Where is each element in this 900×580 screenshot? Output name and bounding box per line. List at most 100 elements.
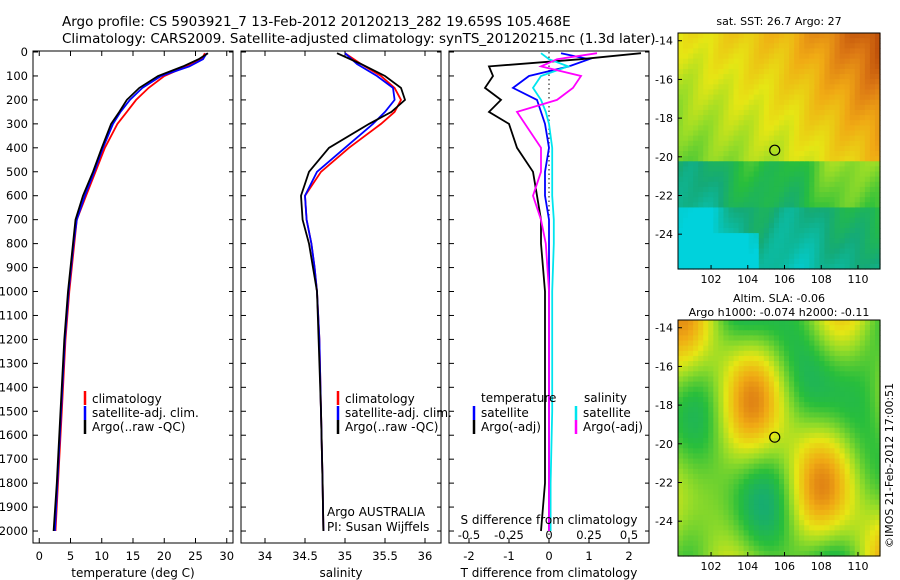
map-cell <box>824 135 831 142</box>
map-cell <box>703 79 709 85</box>
map-cell <box>748 489 755 496</box>
map-cell <box>859 355 866 362</box>
map-cell <box>698 99 704 106</box>
map-cell <box>834 504 841 511</box>
map-cell <box>839 94 846 101</box>
x-tick-label: 30 <box>219 549 234 563</box>
map-cell <box>874 186 881 193</box>
map-cell <box>748 355 755 362</box>
map-cell <box>683 525 689 531</box>
map-cell <box>799 120 805 126</box>
map-cell <box>819 125 826 132</box>
map-cell <box>864 109 871 116</box>
map-cell <box>713 243 719 250</box>
map-cell <box>733 520 740 526</box>
map-cell <box>864 140 871 147</box>
map-cell <box>874 43 881 49</box>
map-cell <box>753 238 760 244</box>
map-cell <box>768 504 775 511</box>
map-cell <box>763 468 770 475</box>
map-cell <box>713 443 719 449</box>
map-cell <box>678 371 684 378</box>
map-cell <box>854 386 861 393</box>
map-cell <box>864 94 871 101</box>
map-cell <box>839 89 846 96</box>
map-cell <box>738 125 745 132</box>
map-cell <box>753 227 760 234</box>
map-cell <box>854 463 861 470</box>
map-cell <box>829 391 836 398</box>
map-cell <box>859 381 866 388</box>
map-cell <box>809 479 815 485</box>
map-cell <box>809 417 815 424</box>
map-cell <box>683 202 689 209</box>
map-cell <box>688 417 694 424</box>
map-cell <box>814 330 820 336</box>
map-cell <box>819 120 826 126</box>
map-cell <box>768 186 775 193</box>
map-cell <box>728 550 735 557</box>
map-cell <box>824 94 831 101</box>
map-cell <box>864 197 871 203</box>
map-cell <box>718 350 725 357</box>
map-cell <box>728 525 735 531</box>
map-cell <box>768 427 775 434</box>
map-cell <box>849 197 856 203</box>
map-cell <box>728 422 735 429</box>
map-cell <box>693 550 699 557</box>
map-cell <box>799 109 805 116</box>
map-cell <box>864 361 871 367</box>
map-cell <box>773 233 780 239</box>
map-cell <box>768 115 775 121</box>
map-cell <box>728 125 735 132</box>
map-cell <box>688 376 694 383</box>
map-cell <box>763 350 770 357</box>
map-cell <box>753 258 760 265</box>
map-cell <box>768 243 775 250</box>
map-cell <box>849 412 856 419</box>
y-tick-label: -14 <box>655 35 673 48</box>
map-cell <box>718 33 725 39</box>
map-cell <box>763 540 770 547</box>
map-cell <box>829 402 836 408</box>
map-cell <box>809 115 815 121</box>
map-cell <box>723 489 730 496</box>
map-cell <box>683 258 689 265</box>
map-cell <box>804 550 810 557</box>
map-cell <box>738 181 745 188</box>
map-cell <box>824 243 831 250</box>
y-tick-label: -22 <box>655 476 673 489</box>
map-cell <box>743 335 750 342</box>
map-cell <box>854 489 861 496</box>
map-cell <box>758 248 765 255</box>
map-cell <box>874 233 881 239</box>
map-cell <box>683 151 689 157</box>
map-cell <box>799 135 805 142</box>
map-cell <box>733 227 740 234</box>
map-cell <box>819 248 826 255</box>
map-cell <box>738 355 745 362</box>
map-cell <box>723 345 730 352</box>
map-cell <box>804 63 810 70</box>
map-cell <box>753 222 760 229</box>
map-cell <box>844 479 851 485</box>
map-cell <box>834 479 841 485</box>
map-cell <box>723 443 730 449</box>
map-cell <box>779 186 785 193</box>
map-cell <box>819 63 826 70</box>
map-cell <box>773 402 780 408</box>
map-cell <box>829 166 836 173</box>
map-cell <box>854 176 861 183</box>
map-cell <box>869 74 876 80</box>
map-cell <box>794 94 800 101</box>
sla-map-title-1: Altim. SLA: -0.06 <box>733 292 825 305</box>
map-cell <box>718 94 725 101</box>
map-cell <box>763 171 770 178</box>
map-cell <box>814 38 820 44</box>
map-cell <box>718 130 725 137</box>
map-cell <box>804 125 810 132</box>
map-cell <box>819 550 826 557</box>
map-cell <box>794 207 800 214</box>
map-cell <box>784 432 790 439</box>
map-cell <box>869 233 876 239</box>
